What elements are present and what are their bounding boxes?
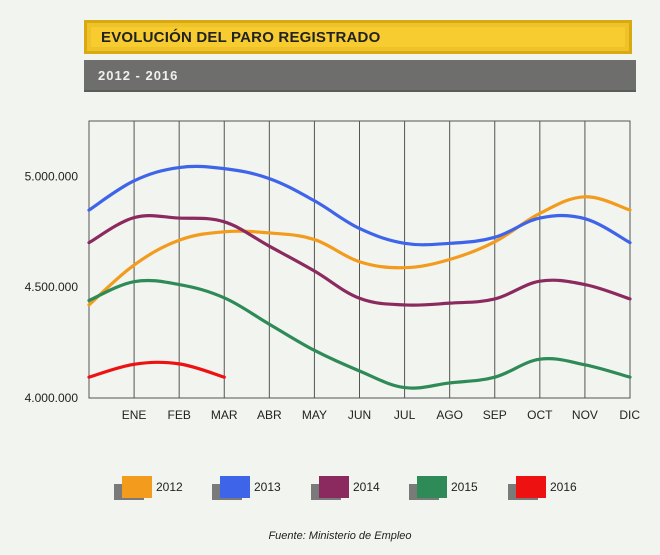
x-tick-label: OCT <box>527 408 553 422</box>
grid-lines <box>133 121 586 398</box>
legend-swatch <box>516 476 546 498</box>
y-tick-label: 5.000.000 <box>25 169 79 183</box>
chart-subtitle: 2012 - 2016 <box>98 67 179 83</box>
legend: 2012 2013 2014 2015 2016 <box>0 468 660 508</box>
legend-swatch <box>319 476 349 498</box>
y-tick-label: 4.500.000 <box>25 280 79 294</box>
x-axis-ticks: ENE FEB MAR ABR MAY JUN JUL AGO SEP OCT NOV DIC <box>122 408 641 422</box>
legend-label: 2015 <box>451 480 478 494</box>
legend-label: 2016 <box>550 480 577 494</box>
legend-label: 2014 <box>353 480 380 494</box>
series-line-2016 <box>87 360 226 379</box>
legend-label: 2012 <box>156 480 183 494</box>
x-tick-label: DIC <box>619 408 640 422</box>
x-tick-label: AGO <box>436 408 463 422</box>
series-lines <box>87 164 632 390</box>
chart-title: EVOLUCIÓN DEL PARO REGISTRADO <box>101 28 381 46</box>
y-axis-ticks: 4.000.000 4.500.000 5.000.000 <box>25 169 79 405</box>
x-tick-label: MAR <box>211 408 238 422</box>
x-tick-label: MAY <box>302 408 327 422</box>
x-tick-label: JUL <box>394 408 416 422</box>
x-tick-label: ENE <box>122 408 147 422</box>
legend-swatch <box>220 476 250 498</box>
legend-swatch <box>122 476 152 498</box>
series-line-2015 <box>87 278 632 390</box>
x-tick-label: FEB <box>167 408 190 422</box>
legend-label: 2013 <box>254 480 281 494</box>
chart-title-inner: EVOLUCIÓN DEL PARO REGISTRADO <box>91 27 625 47</box>
series-line-2013 <box>87 164 632 247</box>
x-tick-label: JUN <box>348 408 371 422</box>
series-line-2014 <box>87 214 632 307</box>
legend-swatch <box>417 476 447 498</box>
chart-subtitle-bar: 2012 - 2016 <box>84 60 636 92</box>
x-tick-label: SEP <box>483 408 507 422</box>
y-tick-label: 4.000.000 <box>25 391 79 405</box>
chart-title-bar: EVOLUCIÓN DEL PARO REGISTRADO <box>84 20 632 54</box>
x-tick-label: ABR <box>257 408 282 422</box>
x-tick-label: NOV <box>572 408 598 422</box>
source-note: Fuente: Ministerio de Empleo <box>268 530 412 542</box>
series-line-2012 <box>87 195 632 307</box>
